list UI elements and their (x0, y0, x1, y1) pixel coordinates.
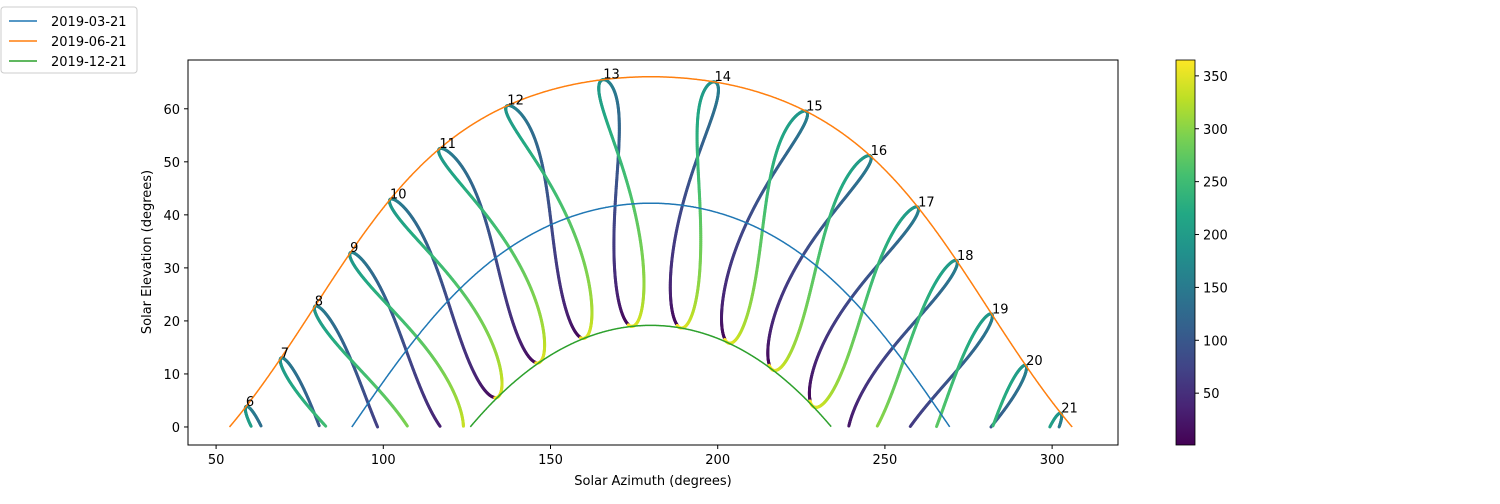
legend-label: 2019-12-21 (51, 55, 127, 70)
x-tick-label: 300 (1040, 453, 1065, 468)
hour-label: 19 (992, 303, 1009, 318)
legend-label: 2019-06-21 (51, 35, 127, 50)
hour-label: 17 (918, 196, 935, 211)
hour-label: 9 (350, 241, 358, 256)
colorbar-tick-label: 150 (1203, 281, 1228, 296)
colorbar-tick-label: 300 (1203, 123, 1228, 138)
colorbar (1176, 60, 1195, 445)
x-tick-label: 100 (371, 453, 396, 468)
hour-label: 18 (957, 249, 974, 264)
plot-frame (188, 60, 1118, 445)
hour-label: 21 (1061, 402, 1078, 417)
hour-label: 7 (281, 346, 289, 361)
y-tick-label: 60 (163, 103, 180, 118)
x-axis: 50 100 150 200 250 300 (208, 445, 1065, 468)
y-tick-label: 10 (163, 368, 180, 383)
hour-label: 6 (246, 395, 254, 410)
y-tick-label: 50 (163, 156, 180, 171)
y-tick-label: 0 (172, 421, 180, 436)
legend: 2019-03-21 2019-06-21 2019-12-21 (1, 7, 137, 73)
x-tick-label: 250 (873, 453, 898, 468)
colorbar-tick-label: 350 (1203, 70, 1228, 85)
y-tick-label: 20 (163, 315, 180, 330)
colorbar-tick-label: 200 (1203, 229, 1228, 244)
colorbar-tick-label: 100 (1203, 334, 1228, 349)
hour-label: 14 (715, 70, 732, 85)
y-tick-label: 40 (163, 209, 180, 224)
colorbar-tick-label: 250 (1203, 176, 1228, 191)
hour-label: 8 (315, 295, 323, 310)
hour-label: 20 (1026, 354, 1043, 369)
colorbar-tick-label: 50 (1203, 387, 1220, 402)
x-tick-label: 150 (538, 453, 563, 468)
legend-label: 2019-03-21 (51, 15, 127, 30)
hour-label: 10 (390, 188, 407, 203)
analemma-segment-h7 (325, 425, 326, 426)
x-tick-label: 200 (705, 453, 730, 468)
hour-label: 13 (603, 68, 620, 83)
day-line-2019-12-21 (470, 325, 831, 427)
y-axis-label: Solar Elevation (degrees) (140, 170, 155, 334)
hour-label: 16 (871, 144, 888, 159)
analemma-segment-h8 (406, 425, 407, 426)
hour-label: 15 (806, 99, 823, 114)
colorbar-ticks: 50 100 150 200 250 300 350 (1195, 70, 1228, 402)
analemmas (245, 80, 1061, 427)
x-axis-label: Solar Azimuth (degrees) (574, 474, 731, 489)
x-tick-label: 50 (208, 453, 225, 468)
y-axis: 0 10 20 30 40 50 60 (163, 103, 188, 436)
y-tick-label: 30 (163, 262, 180, 277)
hour-label: 12 (507, 94, 524, 109)
hour-labels: 6 7 8 9 10 11 12 13 14 15 16 17 18 19 20 21 (246, 68, 1078, 417)
hour-label: 11 (439, 137, 456, 152)
analemma-segment-h19 (937, 425, 938, 427)
analemma-segment-h18 (877, 425, 878, 426)
analemma-segment-h20 (993, 424, 994, 426)
